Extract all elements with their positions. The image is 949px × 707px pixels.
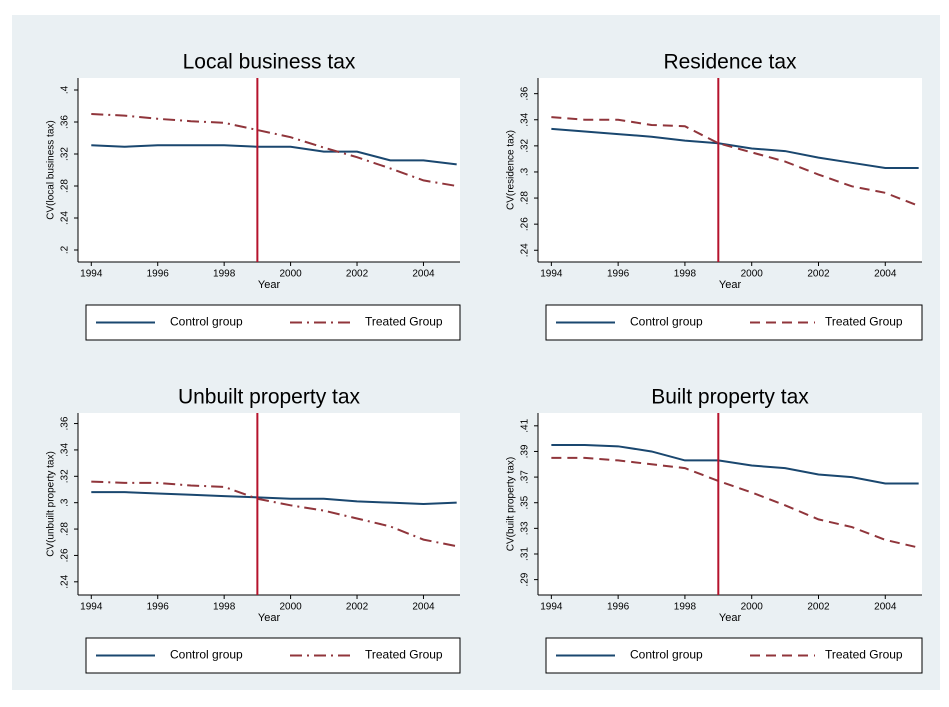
x-tick-label: 2002 bbox=[346, 602, 369, 613]
y-tick-label: .34 bbox=[60, 443, 71, 457]
data-line bbox=[551, 444, 919, 485]
y-tick-label: .32 bbox=[60, 469, 71, 483]
y-tick-label: .29 bbox=[520, 572, 531, 586]
x-tick-label: 2000 bbox=[279, 269, 302, 280]
y-tick-label: .28 bbox=[60, 522, 71, 536]
plot-area bbox=[538, 413, 922, 595]
chart-title: Local business tax bbox=[183, 51, 356, 74]
y-tick-label: .37 bbox=[520, 470, 531, 484]
y-tick-label: .26 bbox=[60, 548, 71, 562]
y-tick-label: .36 bbox=[60, 416, 71, 430]
legend bbox=[545, 637, 923, 674]
x-tick-label: 1996 bbox=[147, 602, 170, 613]
legend-label: Treated Group bbox=[825, 315, 903, 329]
y-tick-label: .35 bbox=[520, 495, 531, 509]
y-tick-label: .32 bbox=[520, 138, 531, 152]
y-tick-label: .28 bbox=[520, 191, 531, 205]
x-axis-label: Year bbox=[258, 612, 281, 624]
y-tick-label: .28 bbox=[60, 179, 71, 193]
x-tick-label: 1994 bbox=[80, 269, 103, 280]
y-tick-label: .36 bbox=[60, 115, 71, 129]
data-line bbox=[551, 127, 919, 170]
x-tick-label: 2000 bbox=[741, 269, 764, 280]
legend-label: Control group bbox=[170, 648, 243, 662]
y-tick-label: .36 bbox=[520, 86, 531, 100]
plot-area bbox=[78, 78, 460, 262]
y-tick-label: .24 bbox=[520, 243, 531, 257]
x-tick-label: 2000 bbox=[741, 602, 764, 613]
chart-title: Built property tax bbox=[651, 386, 809, 409]
x-tick-label: 2004 bbox=[874, 269, 897, 280]
x-tick-label: 1998 bbox=[674, 269, 697, 280]
x-tick-label: 2004 bbox=[412, 602, 435, 613]
y-tick-label: .4 bbox=[60, 85, 71, 94]
chart-title: Unbuilt property tax bbox=[178, 386, 361, 409]
x-tick-label: 1996 bbox=[607, 269, 630, 280]
data-line bbox=[91, 491, 457, 506]
legend-label: Control group bbox=[630, 648, 703, 662]
x-tick-label: 1998 bbox=[213, 269, 236, 280]
x-tick-label: 1996 bbox=[607, 602, 630, 613]
y-tick-label: .41 bbox=[520, 418, 531, 432]
x-tick-label: 1994 bbox=[540, 602, 563, 613]
y-tick-label: .3 bbox=[520, 167, 531, 176]
chart-title: Residence tax bbox=[663, 51, 797, 74]
y-axis-label: CV(local business tax) bbox=[46, 120, 57, 219]
y-tick-label: .24 bbox=[60, 211, 71, 225]
y-tick-label: .39 bbox=[520, 444, 531, 458]
y-axis-label: CV(unbuilt property tax) bbox=[46, 451, 57, 557]
x-axis-label: Year bbox=[258, 279, 281, 291]
y-axis-label: CV(built property tax) bbox=[506, 457, 517, 551]
y-axis-label: CV(residence tax) bbox=[506, 130, 517, 210]
y-tick-label: .24 bbox=[60, 574, 71, 588]
plot-area bbox=[538, 78, 922, 262]
x-tick-label: 2002 bbox=[346, 269, 369, 280]
data-line bbox=[91, 480, 457, 548]
y-tick-label: .34 bbox=[520, 112, 531, 126]
data-line bbox=[91, 144, 457, 166]
x-tick-label: 2004 bbox=[874, 602, 897, 613]
y-tick-label: .2 bbox=[60, 245, 71, 254]
x-tick-label: 2004 bbox=[412, 269, 435, 280]
y-tick-label: .3 bbox=[60, 498, 71, 507]
legend-label: Control group bbox=[630, 315, 703, 329]
plot-area bbox=[78, 413, 460, 595]
y-tick-label: .31 bbox=[520, 547, 531, 561]
legend-label: Treated Group bbox=[365, 315, 443, 329]
x-tick-label: 2000 bbox=[279, 602, 302, 613]
x-tick-label: 1998 bbox=[213, 602, 236, 613]
y-tick-label: .32 bbox=[60, 147, 71, 161]
x-tick-label: 2002 bbox=[807, 269, 830, 280]
legend-label: Treated Group bbox=[365, 648, 443, 662]
x-tick-label: 1998 bbox=[674, 602, 697, 613]
y-tick-label: .33 bbox=[520, 521, 531, 535]
x-tick-label: 1994 bbox=[80, 602, 103, 613]
x-tick-label: 2002 bbox=[807, 602, 830, 613]
x-tick-label: 1996 bbox=[147, 269, 170, 280]
x-tick-label: 1994 bbox=[540, 269, 563, 280]
legend-label: Treated Group bbox=[825, 648, 903, 662]
x-axis-label: Year bbox=[719, 612, 742, 624]
x-axis-label: Year bbox=[719, 279, 742, 291]
legend-label: Control group bbox=[170, 315, 243, 329]
y-tick-label: .26 bbox=[520, 217, 531, 231]
